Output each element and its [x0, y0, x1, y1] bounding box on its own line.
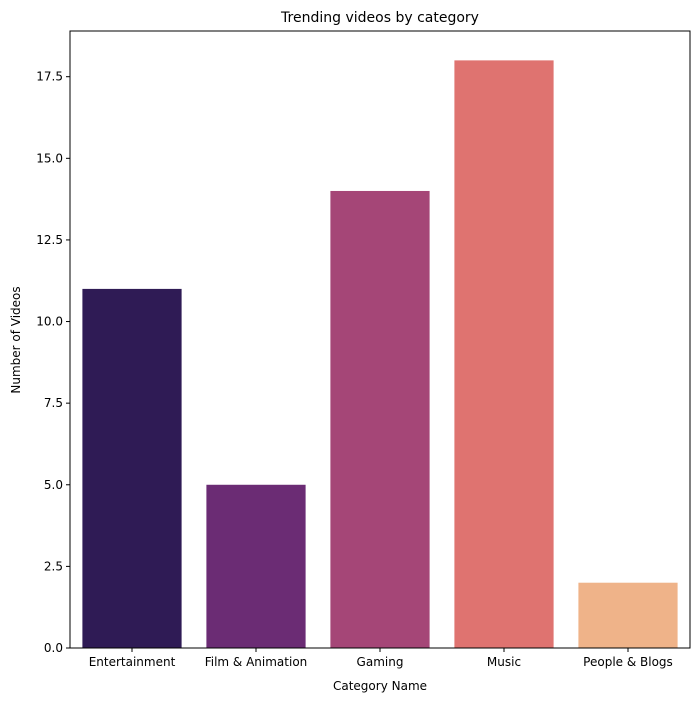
y-tick-label: 15.0 [36, 151, 63, 165]
bar-film-animation [206, 484, 306, 648]
y-tick-label: 5.0 [44, 478, 63, 492]
y-tick-label: 2.5 [44, 559, 63, 573]
y-tick-label: 10.0 [36, 315, 63, 329]
y-axis: 0.0 2.5 5.0 7.5 10.0 12.5 15.0 17.5 [36, 70, 70, 655]
x-tick-label: Film & Animation [205, 655, 308, 669]
x-tick-label: Entertainment [89, 655, 176, 669]
y-tick-label: 17.5 [36, 70, 63, 84]
x-axis-title: Category Name [333, 679, 427, 693]
bar-people-blogs [578, 582, 678, 648]
chart-title: Trending videos by category [280, 10, 479, 26]
bars-group [82, 60, 678, 648]
bar-gaming [330, 190, 430, 648]
x-axis: Entertainment Film & Animation Gaming Music… [89, 648, 673, 669]
y-axis-title: Number of Videos [9, 286, 23, 393]
x-tick-label: Music [487, 655, 521, 669]
y-tick-label: 7.5 [44, 396, 63, 410]
x-tick-label: People & Blogs [583, 655, 673, 669]
y-tick-label: 12.5 [36, 233, 63, 247]
bar-entertainment [82, 288, 182, 648]
x-tick-label: Gaming [357, 655, 404, 669]
y-tick-label: 0.0 [44, 641, 63, 655]
bar-music [454, 60, 554, 648]
